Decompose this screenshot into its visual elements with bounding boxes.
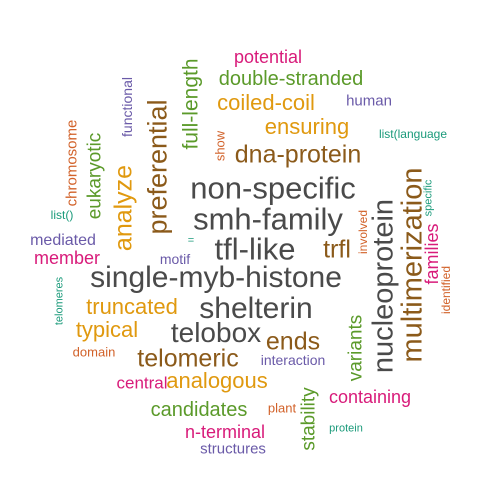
word-mediated: mediated	[30, 232, 96, 249]
word-interaction: interaction	[260, 352, 326, 368]
word-telomeric: telomeric	[137, 344, 239, 373]
word-chromosome: chromosome	[63, 119, 81, 207]
word-member: member	[33, 248, 101, 268]
word-non-specific: non-specific	[190, 170, 356, 206]
word-double-stranded: double-stranded	[218, 68, 364, 90]
word-nucleoprotein: nucleoprotein	[367, 198, 400, 374]
word-shelterin: shelterin	[199, 292, 313, 325]
word-containing: containing	[328, 387, 412, 407]
word-central: central	[116, 373, 168, 393]
word-structures: structures	[200, 440, 266, 458]
word-telobox: telobox	[170, 317, 262, 348]
word-single-myb-histone: single-myb-histone	[90, 261, 342, 294]
word-preferential: preferential	[142, 99, 173, 235]
word-protein: protein	[329, 422, 363, 435]
word-domain: domain	[72, 344, 116, 360]
word-plant: plant	[267, 400, 297, 416]
word-potential: potential	[233, 47, 303, 67]
word-coiled-coil: coiled-coil	[217, 90, 315, 115]
word-smh-family: smh-family	[193, 201, 343, 237]
word-tfl-like: tfl-like	[214, 231, 296, 267]
word-variants: variants	[345, 314, 367, 382]
word-trfl: trfl	[323, 235, 351, 264]
word-truncated: truncated	[86, 294, 178, 319]
word-full-length: full-length	[179, 58, 203, 150]
word-telomeres: telomeres	[53, 276, 66, 326]
word-ensuring: ensuring	[264, 114, 350, 139]
word-ends: ends	[265, 327, 321, 356]
word-analogous: analogous	[166, 368, 268, 393]
word-involved: involved	[356, 209, 370, 255]
word-analyze: analyze	[109, 164, 138, 252]
word-human: human	[346, 92, 392, 110]
word-typical: typical	[75, 317, 139, 342]
word-equals: =	[187, 234, 195, 247]
word-stability: stability	[298, 387, 320, 451]
word-identified: identified	[439, 265, 453, 315]
word-list-language: list(language	[378, 127, 448, 141]
word-specific: specific	[422, 179, 435, 217]
word-functional: functional	[119, 77, 135, 137]
word-n-terminal: n-terminal	[184, 422, 266, 442]
word-list-empty: list()	[50, 208, 74, 222]
word-show: show	[212, 130, 228, 162]
word-candidates: candidates	[150, 399, 248, 421]
word-eukaryotic: eukaryotic	[84, 132, 106, 220]
word-dna-protein: dna-protein	[234, 140, 362, 169]
word-motif: motif	[159, 251, 191, 267]
